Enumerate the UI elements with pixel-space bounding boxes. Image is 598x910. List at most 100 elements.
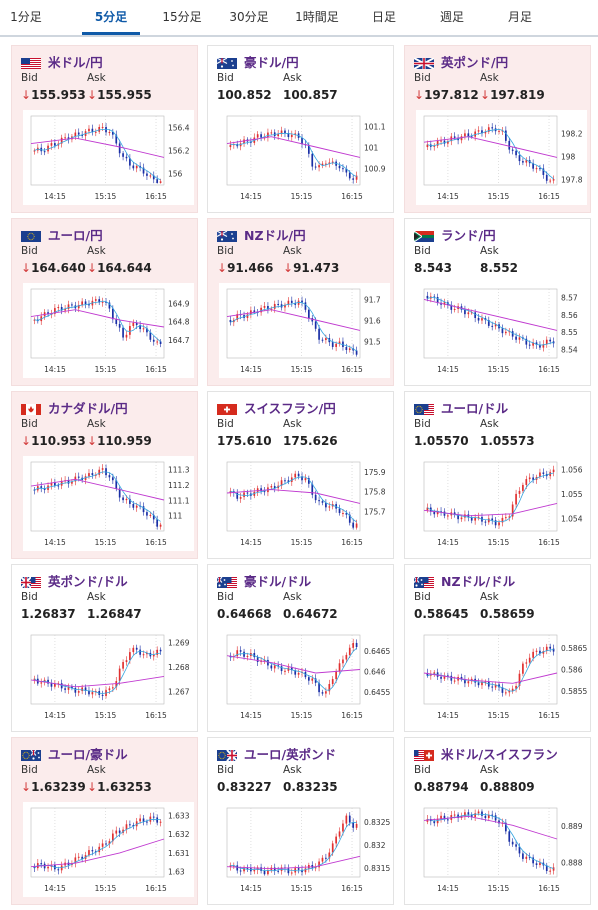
ask-label: Ask [87, 245, 106, 257]
candle [528, 344, 531, 346]
y-tick-label: 1.267 [168, 688, 190, 697]
pair-name[interactable]: ランド/円 [441, 228, 496, 243]
rate-card[interactable]: ユーロ/豪ドル Bid Ask ↓1.63239 ↓1.63253 14:15 15:15 1… [11, 737, 198, 905]
price-chart[interactable]: 14:15 15:15 16:15 0.8325 0.832 0.8315 [219, 802, 390, 897]
pair-name[interactable]: 米ドル/スイスフラン [441, 747, 558, 762]
tab-5[interactable]: 日足 [371, 10, 396, 24]
candle [515, 336, 517, 340]
y-tick-label: 0.888 [561, 858, 583, 867]
candle [498, 522, 500, 526]
rate-card[interactable]: NZドル/ドル Bid Ask 0.58645 0.58659 14:15 15:15 16:… [404, 564, 591, 732]
tab-7[interactable]: 月足 [507, 10, 532, 24]
price-chart[interactable]: 14:15 15:15 16:15 156.4 156.2 156 [23, 110, 194, 205]
candle [525, 856, 528, 859]
price-chart[interactable]: 14:15 15:15 16:15 198.2 198 197.8 [416, 110, 587, 205]
rate-card[interactable]: 豪ドル/円 Bid Ask 100.852 100.857 14:15 15:15 16:15… [207, 45, 394, 213]
candle [290, 300, 293, 303]
candle [426, 144, 429, 148]
tab-2[interactable]: 15分足 [162, 10, 202, 24]
price-chart[interactable]: 14:15 15:15 16:15 8.57 8.56 8.55 8.54 [416, 283, 587, 378]
price-chart[interactable]: 14:15 15:15 16:15 91.7 91.6 91.5 [219, 283, 390, 378]
rate-card[interactable]: 豪ドル/ドル Bid Ask 0.64668 0.64672 14:15 15:15 16:1… [207, 564, 394, 732]
tab-4[interactable]: 1時間足 [295, 10, 339, 24]
price-chart[interactable]: 14:15 15:15 16:15 1.633 1.632 1.631 1.63 [23, 802, 194, 897]
candle [314, 166, 317, 168]
candle [270, 665, 273, 669]
chart-svg: 14:15 15:15 16:15 0.889 0.888 [423, 807, 583, 893]
ask-value: ↓155.955 [87, 88, 152, 102]
ask-value: 1.05573 [480, 434, 535, 448]
price-chart[interactable]: 14:15 15:15 16:15 164.9 164.8 164.7 [23, 283, 194, 378]
candle [481, 681, 483, 686]
candle [91, 692, 94, 695]
pair-name[interactable]: 米ドル/円 [48, 55, 103, 70]
price-chart[interactable]: 14:15 15:15 16:15 0.6465 0.646 0.6455 [219, 629, 390, 724]
rate-card[interactable]: ユーロ/ドル Bid Ask 1.05570 1.05573 14:15 15:15 16:1… [404, 391, 591, 559]
candle [348, 815, 351, 823]
ask-label: Ask [283, 418, 302, 430]
tab-6[interactable]: 週足 [439, 10, 464, 24]
candle [474, 517, 477, 521]
x-tick-label: 14:15 [44, 711, 66, 720]
price-chart[interactable]: 14:15 15:15 16:15 0.889 0.888 [416, 802, 587, 897]
rate-card[interactable]: 英ポンド/ドル Bid Ask 1.26837 1.26847 14:15 15:15 16:… [11, 564, 198, 732]
rate-card[interactable]: 米ドル/スイスフラン Bid Ask 0.88794 0.88809 14:15 15:15… [404, 737, 591, 905]
candle [457, 514, 459, 520]
pair-name[interactable]: NZドル/ドル [441, 574, 516, 589]
bid-value-text: 175.610 [217, 434, 272, 448]
candle [57, 869, 60, 871]
candle [91, 473, 94, 476]
y-tick-label: 156 [168, 170, 183, 179]
price-chart[interactable]: 14:15 15:15 16:15 175.9 175.8 175.7 [219, 456, 390, 551]
y-tick-label: 111.3 [168, 466, 190, 475]
pair-name[interactable]: ユーロ/豪ドル [48, 747, 128, 762]
bid-label: Bid [217, 591, 234, 603]
bid-value-text: 110.953 [31, 434, 86, 448]
price-chart[interactable]: 14:15 15:15 16:15 1.056 1.055 1.054 [416, 456, 587, 551]
candle [440, 140, 442, 142]
price-chart[interactable]: 14:15 15:15 16:15 0.5865 0.586 0.5855 [416, 629, 587, 724]
y-tick-label: 164.7 [168, 336, 190, 345]
rate-card[interactable]: ユーロ/円 Bid Ask ↓164.640 ↓164.644 14:15 15:15 16:… [11, 218, 198, 386]
candle [552, 179, 555, 181]
ma-long-line [30, 137, 165, 158]
pair-name[interactable]: 英ポンド/ドル [48, 574, 128, 589]
candle [108, 475, 111, 478]
y-tick-label: 1.056 [561, 465, 583, 474]
pair-name[interactable]: ユーロ/ドル [441, 401, 509, 416]
tab-0[interactable]: 1分足 [10, 10, 42, 24]
pair-name[interactable]: スイスフラン/円 [244, 401, 336, 416]
bid-value-text: 155.953 [31, 88, 86, 102]
rate-card[interactable]: カナダドル/円 Bid Ask ↓110.953 ↓110.959 14:15 15:15 1… [11, 391, 198, 559]
tab-3[interactable]: 30分足 [229, 10, 269, 24]
pair-name[interactable]: カナダドル/円 [48, 401, 128, 416]
candle [426, 672, 429, 676]
rate-card[interactable]: 米ドル/円 Bid Ask ↓155.953 ↓155.955 14:15 15:15 16:… [11, 45, 198, 213]
rate-card[interactable]: NZドル/円 Bid Ask ↓91.466 ↓91.473 14:15 15:15 16:1… [207, 218, 394, 386]
pair-name[interactable]: NZドル/円 [244, 228, 306, 243]
pair-name[interactable]: 豪ドル/円 [244, 55, 299, 70]
price-chart[interactable]: 14:15 15:15 16:15 1.269 1.268 1.267 [23, 629, 194, 724]
price-chart[interactable]: 14:15 15:15 16:15 111.3 111.2 111.1 111 [23, 456, 194, 551]
pair-name[interactable]: 英ポンド/円 [441, 55, 509, 70]
pair-name[interactable]: 豪ドル/ドル [244, 574, 312, 589]
tab-1[interactable]: 5分足 [82, 0, 140, 35]
rate-card[interactable]: スイスフラン/円 Bid Ask 175.610 175.626 14:15 15:15 16… [207, 391, 394, 559]
rate-card[interactable]: 英ポンド/円 Bid Ask ↓197.812 ↓197.819 14:15 15:15 16… [404, 45, 591, 213]
bid-value: 100.852 [217, 88, 272, 102]
plot-frame [226, 115, 361, 186]
candle [532, 163, 534, 169]
rate-card[interactable]: ユーロ/英ポンド Bid Ask 0.83227 0.83235 14:15 15:15 16… [207, 737, 394, 905]
ask-label: Ask [480, 764, 499, 776]
candle [314, 867, 317, 869]
price-chart[interactable]: 14:15 15:15 16:15 101.1 101 100.9 [219, 110, 390, 205]
candle [522, 853, 524, 859]
candle [60, 307, 63, 311]
pair-name[interactable]: ユーロ/円 [48, 228, 103, 243]
bid-value-text: 197.812 [424, 88, 479, 102]
x-tick-label: 16:15 [145, 538, 167, 547]
pair-name[interactable]: ユーロ/英ポンド [244, 747, 337, 762]
rate-card[interactable]: ランド/円 Bid Ask 8.543 8.552 14:15 15:15 16:15 8.57… [404, 218, 591, 386]
x-tick-label: 14:15 [240, 365, 262, 374]
candle [552, 648, 555, 652]
